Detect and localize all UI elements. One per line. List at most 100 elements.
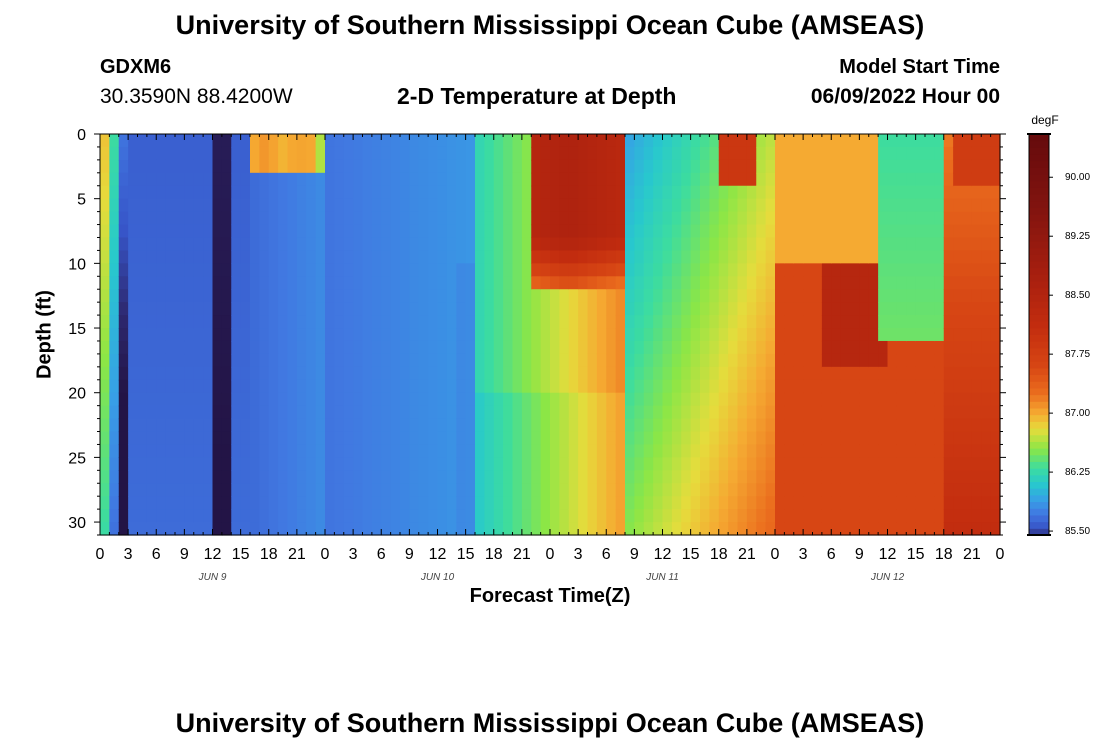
- heatmap-cell: [203, 392, 214, 407]
- heatmap-cell: [465, 134, 476, 148]
- heatmap-cell: [625, 366, 635, 381]
- heatmap-cell: [306, 392, 317, 407]
- heatmap-cell: [512, 315, 523, 329]
- colorbar-swatch: [1029, 501, 1049, 509]
- heatmap-cell: [437, 224, 448, 239]
- heatmap-cell: [596, 328, 607, 342]
- heatmap-cell: [868, 496, 879, 510]
- heatmap-cell: [896, 134, 907, 148]
- heatmap-cell: [428, 392, 439, 407]
- heatmap-cell: [325, 237, 335, 252]
- heatmap-cell: [315, 509, 326, 523]
- colorbar-swatch: [1029, 307, 1049, 315]
- heatmap-cell: [700, 496, 710, 510]
- heatmap-cell: [287, 328, 298, 342]
- heatmap-cell: [381, 418, 392, 433]
- heatmap-cell: [700, 328, 710, 342]
- heatmap-cell: [681, 276, 692, 290]
- heatmap-cell: [821, 353, 832, 368]
- heatmap-cell: [934, 185, 945, 200]
- heatmap-cell: [700, 483, 710, 497]
- heatmap-cell: [118, 379, 129, 394]
- heatmap-cell: [203, 250, 214, 264]
- heatmap-cell: [100, 405, 110, 420]
- heatmap-cell: [634, 353, 645, 368]
- heatmap-cell: [971, 431, 982, 446]
- heatmap-cell: [578, 392, 589, 407]
- heatmap-cell: [962, 522, 973, 536]
- heatmap-cell: [671, 185, 682, 200]
- heatmap-cell: [221, 146, 232, 161]
- heatmap-cell: [934, 263, 945, 277]
- heatmap-cell: [840, 444, 851, 458]
- heatmap-cell: [878, 198, 889, 213]
- heatmap-cell: [690, 237, 701, 252]
- heatmap-cell: [418, 405, 429, 420]
- heatmap-cell: [137, 509, 148, 523]
- heatmap-cell: [353, 134, 364, 148]
- colorbar-swatch: [1029, 167, 1049, 175]
- heatmap-cell: [484, 457, 495, 471]
- heatmap-cell: [400, 431, 410, 446]
- heatmap-cell: [850, 392, 860, 407]
- heatmap-cell: [671, 496, 682, 510]
- heatmap-cell: [334, 496, 345, 510]
- heatmap-cell: [831, 483, 842, 497]
- heatmap-cell: [437, 159, 448, 174]
- heatmap-cell: [943, 211, 954, 226]
- heatmap-cell: [465, 522, 476, 536]
- heatmap-cell: [100, 134, 110, 148]
- heatmap-cell: [775, 366, 785, 381]
- heatmap-cell: [962, 509, 973, 523]
- heatmap-cell: [100, 340, 110, 355]
- heatmap-cell: [578, 224, 589, 239]
- heatmap-cell: [709, 185, 720, 200]
- heatmap-cell: [165, 366, 176, 381]
- heatmap-cell: [259, 211, 270, 226]
- heatmap-cell: [475, 198, 485, 213]
- heatmap-cell: [268, 289, 279, 303]
- heatmap-cell: [934, 496, 945, 510]
- heatmap-cell: [156, 522, 167, 536]
- heatmap-cell: [934, 379, 945, 394]
- heatmap-cell: [953, 237, 964, 252]
- heatmap-cell: [456, 470, 467, 484]
- heatmap-cell: [700, 431, 710, 446]
- heatmap-cell: [981, 185, 992, 200]
- colorbar-swatch: [1029, 334, 1049, 342]
- heatmap-cell: [662, 315, 673, 329]
- heatmap-cell: [803, 431, 814, 446]
- heatmap-cell: [915, 224, 926, 239]
- heatmap-cell: [446, 340, 457, 355]
- heatmap-cell: [746, 263, 757, 277]
- heatmap-cell: [240, 366, 251, 381]
- heatmap-cell: [962, 289, 973, 303]
- heatmap-cell: [859, 237, 870, 252]
- heatmap-cell: [296, 522, 307, 536]
- heatmap-cell: [625, 509, 635, 523]
- heatmap-cell: [887, 302, 898, 316]
- heatmap-cell: [765, 470, 776, 484]
- heatmap-cell: [259, 185, 270, 200]
- heatmap-cell: [137, 172, 148, 187]
- heatmap-cell: [634, 457, 645, 471]
- heatmap-cell: [990, 146, 1001, 161]
- heatmap-cell: [775, 172, 785, 187]
- heatmap-cell: [728, 237, 739, 252]
- heatmap-cell: [850, 328, 860, 342]
- heatmap-cell: [278, 405, 289, 420]
- heatmap-cell: [850, 353, 860, 368]
- heatmap-cell: [146, 315, 157, 329]
- heatmap-cell: [231, 379, 242, 394]
- heatmap-cell: [306, 134, 317, 148]
- heatmap-cell: [118, 509, 129, 523]
- heatmap-cell: [671, 470, 682, 484]
- heatmap-cell: [315, 237, 326, 252]
- heatmap-cell: [287, 444, 298, 458]
- heatmap-cell: [653, 470, 664, 484]
- heatmap-cell: [550, 237, 560, 252]
- heatmap-cell: [793, 366, 804, 381]
- heatmap-cell: [493, 263, 504, 277]
- heatmap-cell: [212, 198, 223, 213]
- heatmap-cell: [296, 172, 307, 187]
